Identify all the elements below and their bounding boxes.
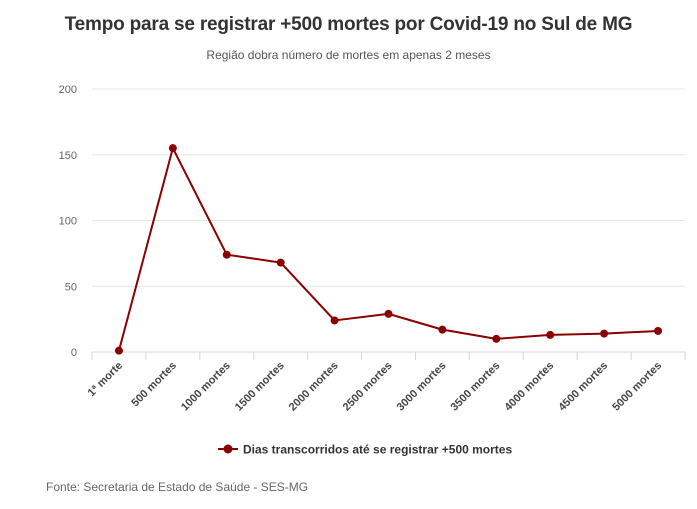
data-point[interactable] [546, 330, 555, 339]
x-tick-label: 5000 mortes [610, 360, 664, 414]
x-tick-label: 4500 mortes [556, 360, 610, 414]
data-point[interactable] [438, 325, 447, 334]
x-tick-label: 3000 mortes [395, 360, 449, 414]
legend-label: Dias transcorridos até se registrar +500… [243, 443, 512, 457]
x-tick-label: 1500 mortes [233, 360, 287, 414]
x-axis-ticks: 1ª morte 500 mortes 1000 mortes 1500 mortes… [86, 360, 665, 414]
x-tick-label: 1ª morte [86, 360, 125, 399]
y-tick-label: 0 [71, 347, 77, 359]
data-point[interactable] [384, 309, 393, 318]
data-point[interactable] [168, 144, 177, 153]
source-note: Fonte: Secretaria de Estado de Saúde - S… [46, 480, 309, 494]
x-tick-label: 2500 mortes [341, 360, 395, 414]
series-path [117, 147, 659, 351]
chart-title: Tempo para se registrar +500 mortes por … [64, 14, 633, 35]
line-chart: 0 50 100 150 200 1ª morte 500 mortes 1000 mort… [59, 84, 686, 457]
series-line [114, 144, 663, 355]
y-tick-label: 100 [59, 216, 77, 228]
chart-subtitle: Região dobra número de mortes em apenas … [206, 48, 491, 62]
y-tick-label: 150 [59, 150, 77, 162]
y-axis-ticks: 0 50 100 150 200 [59, 84, 77, 359]
x-axis [91, 351, 686, 360]
data-point[interactable] [330, 316, 339, 325]
x-tick-label: 4000 mortes [502, 360, 556, 414]
data-point[interactable] [114, 346, 123, 355]
data-point[interactable] [492, 334, 501, 343]
data-point[interactable] [276, 258, 285, 267]
x-tick-label: 2000 mortes [287, 360, 341, 414]
grid-lines [92, 88, 685, 287]
data-point[interactable] [654, 326, 663, 335]
legend[interactable]: Dias transcorridos até se registrar +500… [218, 443, 512, 457]
x-tick-label: 3500 mortes [449, 360, 503, 414]
x-tick-label: 500 mortes [129, 360, 179, 410]
data-point[interactable] [222, 250, 231, 259]
legend-marker [223, 444, 233, 454]
x-tick-label: 1000 mortes [179, 360, 233, 414]
y-tick-label: 50 [65, 281, 77, 293]
y-tick-label: 200 [59, 84, 77, 96]
data-point[interactable] [600, 329, 609, 338]
